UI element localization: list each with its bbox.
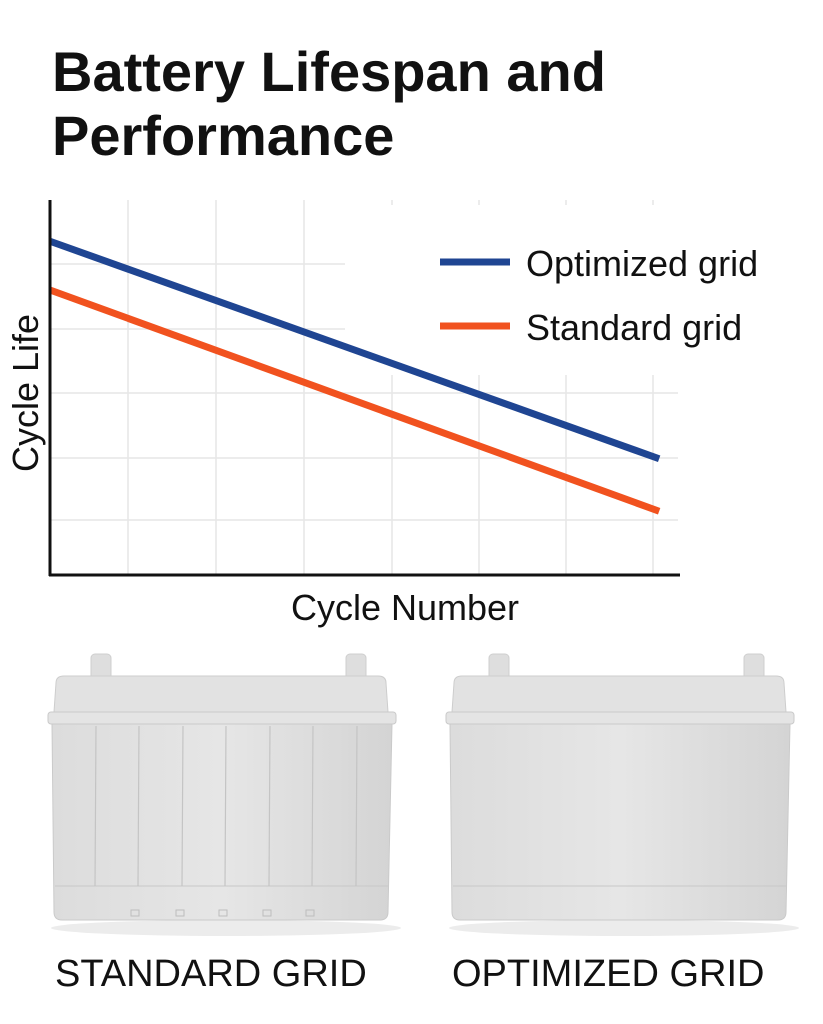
battery-rib xyxy=(94,725,97,887)
battery-foot-notch xyxy=(130,909,140,917)
battery-lid xyxy=(53,675,389,713)
series-line-optimized xyxy=(48,237,661,463)
title-line-1: Battery Lifespan and xyxy=(52,40,606,103)
series-line-standard xyxy=(48,286,661,515)
battery-foot-notch xyxy=(218,909,228,917)
battery-foot-notch xyxy=(305,909,315,917)
legend-label-optimized: Optimized grid xyxy=(526,243,758,284)
series-lines xyxy=(48,237,661,515)
battery-body xyxy=(51,723,393,921)
battery-lid xyxy=(451,675,787,713)
page-title: Battery Lifespan and Performance xyxy=(52,40,606,168)
battery-rib xyxy=(355,725,358,887)
battery-rib xyxy=(268,725,271,887)
caption-standard-grid: STANDARD GRID xyxy=(55,953,367,995)
battery-shadow xyxy=(449,920,799,936)
legend-background xyxy=(345,205,815,375)
title-line-2: Performance xyxy=(52,104,395,167)
y-axis-label: Cycle Life xyxy=(5,314,46,472)
legend-label-standard: Standard grid xyxy=(526,307,742,348)
battery-rib xyxy=(224,725,227,887)
legend: Optimized grid Standard grid xyxy=(440,243,758,348)
battery-foot-notch xyxy=(262,909,272,917)
x-axis-label: Cycle Number xyxy=(291,587,519,628)
caption-optimized-grid: OPTIMIZED GRID xyxy=(452,953,765,995)
battery-foot-notch xyxy=(175,909,185,917)
battery-body xyxy=(449,723,791,921)
battery-lid-rim xyxy=(445,711,795,725)
battery-lid-rim xyxy=(47,711,397,725)
battery-rib xyxy=(181,725,184,887)
battery-rib xyxy=(311,725,314,887)
battery-standard-grid xyxy=(47,653,401,936)
battery-rib xyxy=(137,725,140,887)
battery-shadow xyxy=(51,920,401,936)
battery-optimized-grid xyxy=(445,653,799,936)
